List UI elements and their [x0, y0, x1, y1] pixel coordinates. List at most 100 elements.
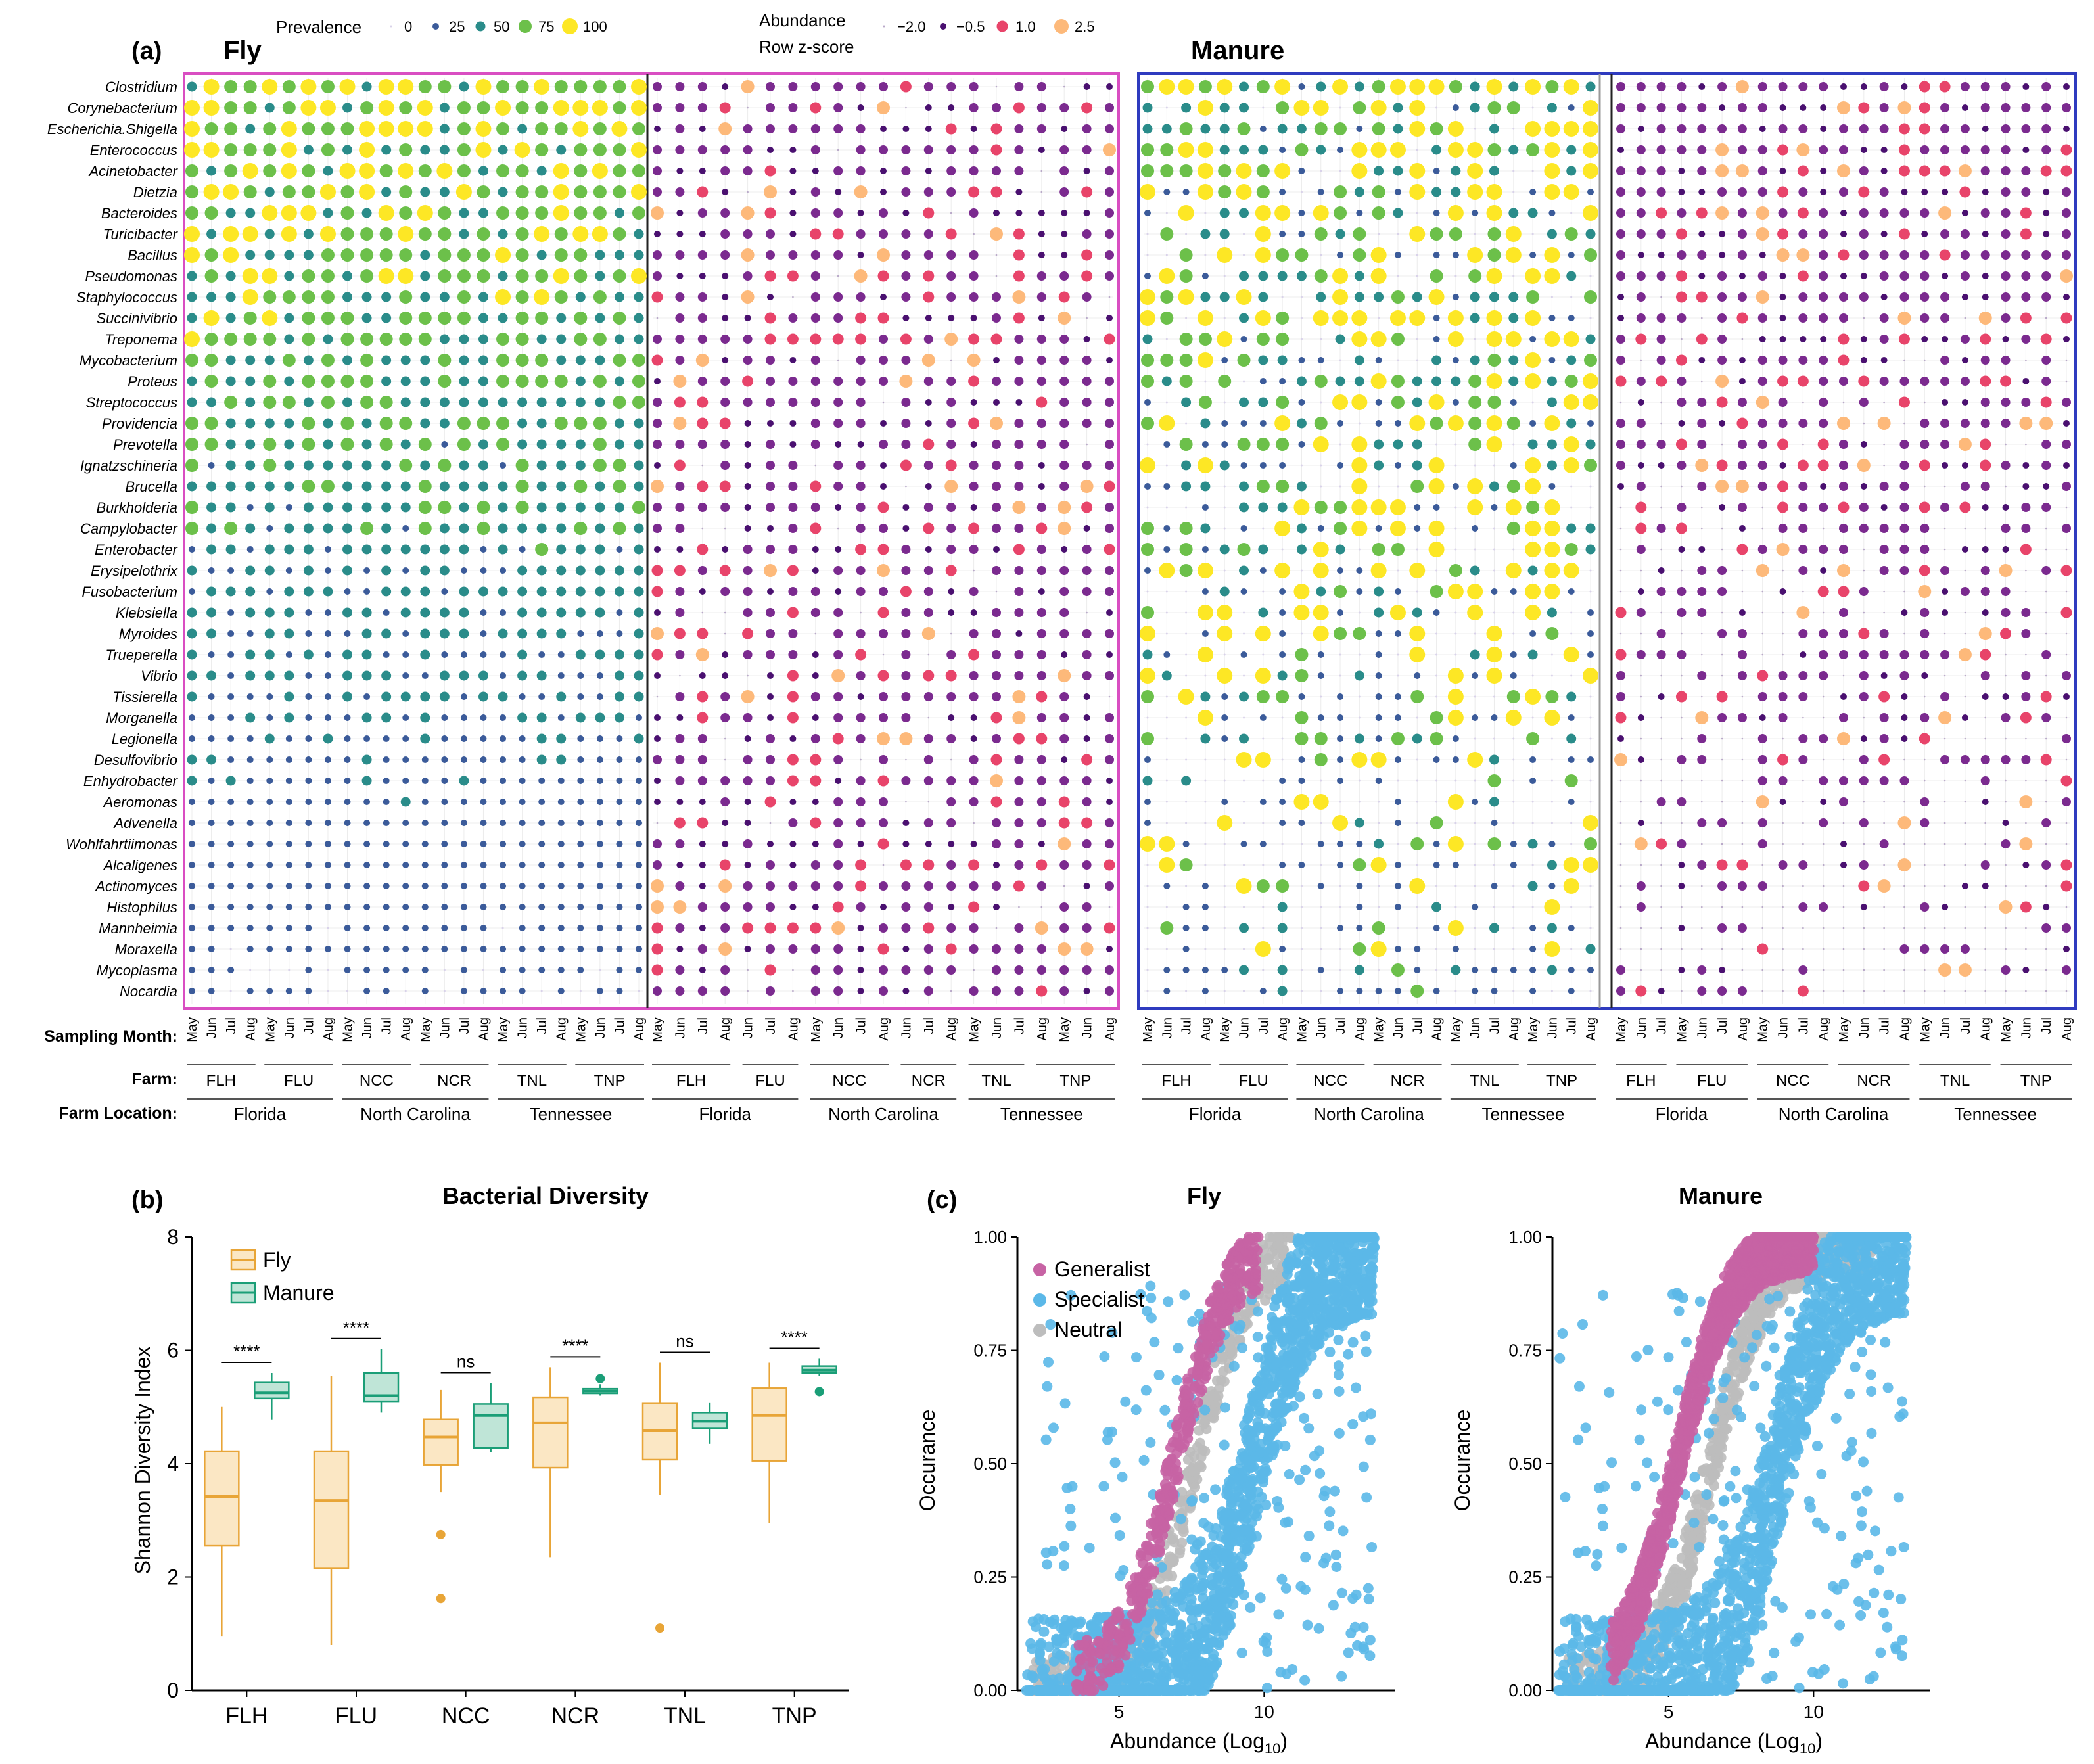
- heatmap-dot: [263, 122, 277, 135]
- heatmap-dot: [246, 862, 254, 868]
- heatmap-dot: [1141, 522, 1154, 535]
- heatmap-dot: [361, 670, 372, 681]
- heatmap-dot: [1675, 354, 1687, 366]
- heatmap-dot: [475, 79, 492, 95]
- heatmap-dot: [1544, 247, 1560, 263]
- heatmap-dot: [833, 986, 843, 996]
- heatmap-dot: [1353, 248, 1366, 262]
- fly-x-label-main: Abundance (Log: [1110, 1729, 1265, 1753]
- heatmap-dot: [1165, 758, 1168, 761]
- heatmap-dot: [1240, 420, 1247, 427]
- heatmap-dot: [1038, 315, 1045, 321]
- heatmap-dot: [1337, 841, 1344, 847]
- heatmap-dot: [206, 544, 217, 555]
- heatmap-dot: [1243, 822, 1245, 824]
- heatmap-dot: [208, 841, 215, 847]
- heatmap-dot: [1527, 208, 1538, 218]
- heatmap-dot: [262, 205, 278, 221]
- heatmap-dot: [1619, 885, 1622, 887]
- heatmap-dot: [833, 860, 843, 870]
- heatmap-dot: [1757, 419, 1767, 428]
- heatmap-dot: [1859, 208, 1869, 218]
- heatmap-dot: [418, 480, 432, 493]
- heatmap-dot: [1474, 737, 1476, 740]
- heatmap-dot: [614, 439, 624, 450]
- heatmap-dot: [1737, 503, 1747, 512]
- heatmap-dot: [1640, 864, 1642, 866]
- heatmap-dot: [946, 881, 956, 891]
- heatmap-dot: [264, 670, 275, 681]
- heatmap-dot: [1964, 801, 1966, 803]
- heatmap-dot: [856, 124, 866, 133]
- heatmap-dot: [2040, 333, 2052, 345]
- heatmap-dot: [1370, 247, 1387, 263]
- month-tick-label: May: [1526, 1017, 1541, 1042]
- heatmap-dot: [1470, 292, 1480, 302]
- heatmap-dot: [812, 799, 819, 805]
- heatmap-dot: [1486, 79, 1502, 95]
- heatmap-dot: [1320, 864, 1322, 866]
- heatmap-dot: [1255, 752, 1271, 768]
- heatmap-dot: [1036, 944, 1046, 954]
- heatmap-dot: [1337, 756, 1344, 763]
- heatmap-dot: [1822, 843, 1825, 845]
- heatmap-dot: [616, 967, 623, 973]
- heatmap-dot: [1262, 106, 1265, 109]
- heatmap-dot: [1737, 250, 1747, 260]
- heatmap-dot: [439, 145, 450, 155]
- heatmap-dot: [1510, 399, 1517, 406]
- heatmap-dot: [674, 565, 686, 576]
- heatmap-dot: [1378, 317, 1380, 319]
- heatmap-dot: [1146, 443, 1149, 446]
- heatmap-dot: [1256, 185, 1270, 198]
- heatmap-dot: [877, 270, 889, 282]
- heatmap-dot: [970, 399, 977, 406]
- heatmap-dot: [877, 943, 889, 955]
- heatmap-dot: [1259, 378, 1267, 384]
- heatmap-dot: [1568, 714, 1575, 721]
- heatmap-dot: [2063, 693, 2070, 700]
- heatmap-dot: [1104, 544, 1115, 555]
- heatmap-dot: [282, 101, 296, 114]
- heatmap-dot: [245, 565, 256, 576]
- heatmap-dot: [1698, 357, 1706, 363]
- manure-scatter-title: Manure: [1679, 1182, 1763, 1209]
- heatmap-dot: [992, 440, 1001, 449]
- heatmap-dot: [1412, 439, 1422, 450]
- heatmap-dot: [266, 946, 273, 952]
- heatmap-dot: [515, 333, 529, 346]
- heatmap-dot: [651, 480, 664, 493]
- heatmap-dot: [421, 946, 429, 952]
- heatmap-dot: [459, 523, 469, 534]
- heatmap-dot: [1547, 860, 1557, 870]
- heatmap-dot: [402, 525, 409, 532]
- heatmap-dot: [1721, 801, 1723, 803]
- legend-prevalence-value: 0: [404, 18, 412, 35]
- heatmap-dot: [1036, 797, 1046, 806]
- heatmap-dot: [1817, 586, 1829, 597]
- heatmap-dot: [1141, 354, 1154, 367]
- heatmap-dot: [856, 166, 866, 175]
- heatmap-dot: [1104, 859, 1115, 871]
- heatmap-dot: [1197, 184, 1213, 200]
- heatmap-dot: [1410, 985, 1424, 998]
- heatmap-dot: [945, 565, 957, 576]
- heatmap-dot: [856, 566, 866, 575]
- heatmap-dot: [1566, 691, 1577, 702]
- heatmap-dot: [1616, 166, 1625, 175]
- heatmap-dot: [1636, 229, 1646, 239]
- heatmap-dot: [1660, 779, 1662, 782]
- heatmap-dot: [1640, 359, 1642, 361]
- heatmap-dot: [519, 925, 526, 931]
- heatmap-dot: [1182, 967, 1190, 973]
- heatmap-dot: [744, 946, 751, 952]
- heatmap-dot: [1036, 522, 1048, 534]
- heatmap-dot: [460, 925, 467, 931]
- heatmap-dot: [245, 586, 256, 597]
- location-label: North Carolina: [360, 1104, 471, 1124]
- heatmap-dot: [327, 990, 329, 992]
- heatmap-dot: [1589, 485, 1592, 488]
- heatmap-dot: [319, 184, 336, 200]
- heatmap-dot: [457, 417, 471, 430]
- heatmap-dot: [595, 502, 605, 513]
